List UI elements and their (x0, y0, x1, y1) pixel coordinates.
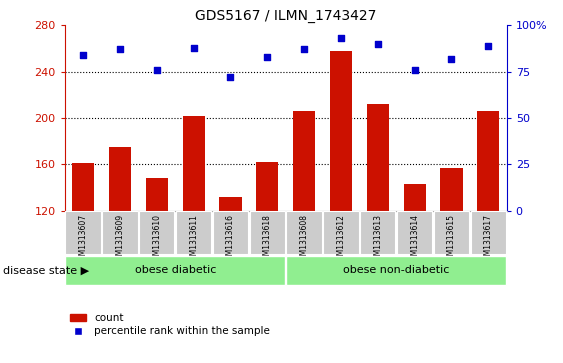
Point (226, 74, 235, 80)
Text: GSM1313613: GSM1313613 (373, 214, 382, 265)
FancyBboxPatch shape (471, 211, 506, 254)
FancyBboxPatch shape (65, 256, 285, 285)
Bar (293, 111, 315, 349)
Text: GSM1313615: GSM1313615 (447, 214, 456, 265)
Legend: count, percentile rank within the sample: count, percentile rank within the sample (70, 313, 270, 337)
Point (373, 41, 382, 47)
Point (337, 36, 346, 41)
Point (484, 43, 493, 49)
Text: GSM1313616: GSM1313616 (226, 214, 235, 265)
Text: GSM1313617: GSM1313617 (484, 214, 493, 265)
Text: GSM1313618: GSM1313618 (263, 214, 272, 265)
Bar (109, 147, 131, 349)
Text: GSM1313611: GSM1313611 (189, 214, 198, 265)
Bar (182, 116, 205, 349)
FancyBboxPatch shape (397, 211, 432, 254)
FancyBboxPatch shape (139, 211, 175, 254)
FancyBboxPatch shape (249, 211, 285, 254)
Text: GSM1313607: GSM1313607 (79, 214, 88, 265)
Bar (477, 111, 499, 349)
Text: GSM1313608: GSM1313608 (300, 214, 309, 265)
FancyBboxPatch shape (102, 211, 138, 254)
FancyBboxPatch shape (65, 211, 101, 254)
Point (189, 45, 198, 50)
Bar (220, 197, 242, 349)
FancyBboxPatch shape (323, 211, 359, 254)
FancyBboxPatch shape (213, 211, 248, 254)
Bar (404, 184, 426, 349)
Bar (367, 104, 389, 349)
FancyBboxPatch shape (176, 211, 211, 254)
Bar (256, 162, 278, 349)
Point (115, 46, 124, 52)
Point (410, 67, 419, 73)
Text: disease state ▶: disease state ▶ (3, 265, 89, 276)
Point (300, 46, 309, 52)
Point (153, 67, 162, 73)
Text: obese non-diabetic: obese non-diabetic (343, 265, 449, 276)
Point (263, 54, 272, 60)
FancyBboxPatch shape (287, 256, 506, 285)
FancyBboxPatch shape (434, 211, 469, 254)
Text: obese diabetic: obese diabetic (135, 265, 216, 276)
Text: GSM1313610: GSM1313610 (153, 214, 162, 265)
Bar (440, 168, 462, 349)
Bar (72, 163, 94, 349)
Title: GDS5167 / ILMN_1743427: GDS5167 / ILMN_1743427 (195, 9, 377, 23)
FancyBboxPatch shape (287, 211, 322, 254)
Text: GSM1313614: GSM1313614 (410, 214, 419, 265)
Text: GSM1313612: GSM1313612 (337, 214, 346, 265)
Bar (146, 178, 168, 349)
Point (79, 52, 88, 58)
Bar (330, 51, 352, 349)
Point (447, 56, 456, 62)
Text: GSM1313609: GSM1313609 (115, 214, 124, 265)
FancyBboxPatch shape (360, 211, 395, 254)
